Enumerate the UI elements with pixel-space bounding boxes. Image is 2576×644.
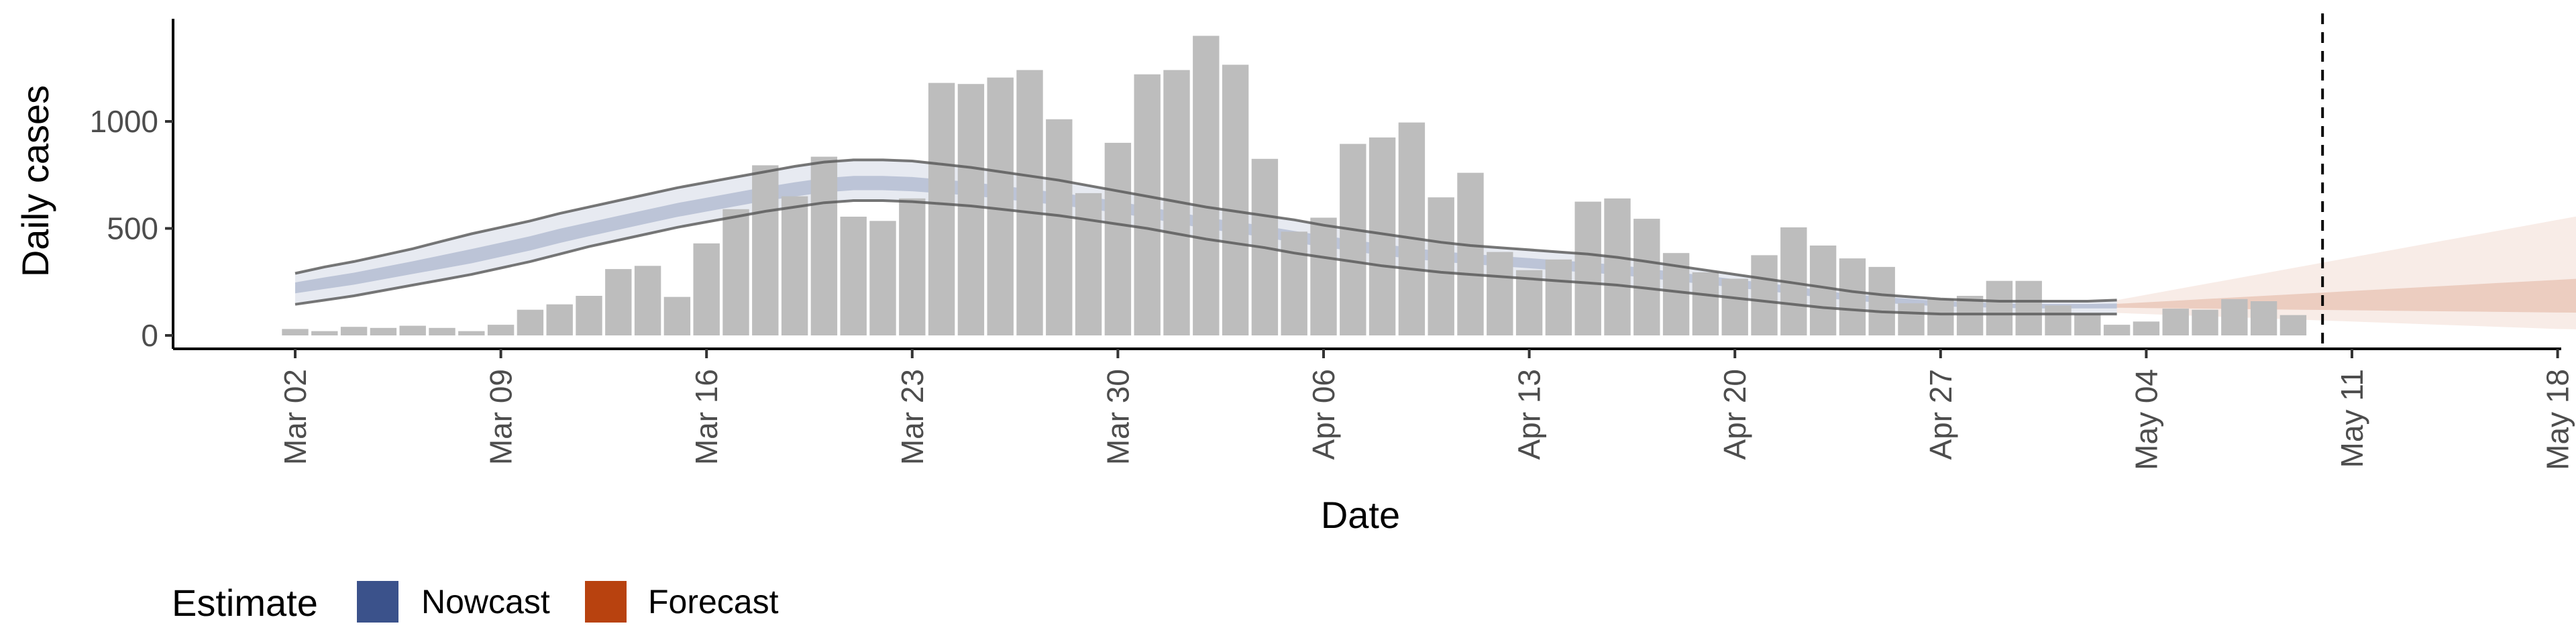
case-bar — [840, 217, 867, 335]
legend-label-forecast: Forecast — [648, 583, 779, 621]
case-bar — [1927, 299, 1954, 335]
case-bar — [781, 196, 808, 335]
case-bar — [1428, 197, 1454, 335]
nowcast-lower-line — [294, 199, 2117, 316]
case-bar — [1515, 270, 1543, 335]
case-bar — [2074, 314, 2101, 335]
case-bar — [1487, 252, 1513, 335]
case-bar — [1281, 231, 1307, 335]
case-bar — [752, 165, 779, 335]
bar-layer — [282, 36, 2307, 336]
case-bar — [2192, 309, 2218, 335]
x-tick-label: Mar 02 — [278, 369, 313, 465]
x-tick-label: Mar 09 — [484, 369, 519, 465]
x-tick-label: May 04 — [2129, 369, 2163, 470]
case-bar — [2133, 321, 2160, 335]
case-bar — [1398, 122, 1426, 335]
case-bar — [1075, 193, 1102, 335]
case-bar — [1134, 74, 1161, 336]
case-bar — [2250, 301, 2277, 335]
x-tick-label: May 11 — [2334, 369, 2369, 468]
case-bar — [340, 327, 368, 335]
case-bar — [370, 327, 397, 335]
legend-title: Estimate — [172, 582, 318, 624]
case-bar — [1046, 119, 1073, 336]
legend: Estimate Nowcast Forecast — [172, 581, 779, 624]
x-tick-label: Mar 23 — [895, 369, 930, 465]
case-bar — [1633, 219, 1660, 335]
case-bar — [899, 198, 926, 335]
case-bar — [2279, 315, 2307, 335]
x-tick-label: Apr 06 — [1306, 369, 1341, 460]
x-axis-title: Date — [1321, 494, 1400, 536]
case-bar — [487, 325, 515, 335]
case-bar — [1222, 64, 1249, 335]
case-bar — [1545, 259, 1572, 335]
case-bar — [1104, 142, 1132, 335]
line-layer — [294, 13, 2324, 349]
nowcast-upper-line — [294, 158, 2117, 303]
case-bar — [869, 221, 896, 335]
case-bar — [693, 243, 720, 335]
case-bar — [722, 209, 749, 335]
axes-layer: 0 500 1000 Mar 02 Mar 09 Mar 16 Mar 23 Mar 30 Ap… — [14, 19, 2575, 536]
case-bar — [576, 296, 602, 335]
case-bar — [282, 329, 309, 335]
case-bar — [2103, 325, 2131, 335]
case-bar — [1898, 303, 1925, 335]
case-bar — [1868, 266, 1895, 335]
case-bar — [399, 325, 426, 335]
case-bar — [2045, 305, 2072, 335]
case-bar — [546, 304, 573, 335]
case-bar — [517, 309, 544, 335]
x-tick-label: Apr 27 — [1923, 369, 1958, 460]
case-bar — [1956, 296, 1984, 335]
case-bar — [1986, 280, 2013, 335]
case-bar — [2221, 299, 2248, 335]
case-bar — [311, 331, 338, 335]
case-bar — [1721, 278, 1748, 335]
x-tick-label: Apr 20 — [1717, 369, 1752, 460]
case-bar — [810, 156, 838, 335]
nowcast-interval-50 — [295, 176, 2117, 309]
x-tick-label: May 18 — [2540, 369, 2575, 470]
case-bar — [1574, 201, 1601, 335]
y-axis-title: Daily cases — [14, 85, 56, 277]
case-bar — [1193, 36, 1220, 336]
x-tick-label: Apr 13 — [1512, 369, 1547, 460]
case-bar — [1310, 217, 1337, 335]
case-bar — [663, 297, 691, 335]
case-bar — [1809, 246, 1837, 335]
x-tick-label: Mar 30 — [1100, 369, 1135, 465]
case-bar — [1692, 272, 1719, 335]
y-tick-label: 0 — [141, 318, 158, 353]
x-tick-label: Mar 16 — [689, 369, 724, 465]
case-bar — [928, 83, 955, 335]
y-tick-label: 500 — [107, 211, 158, 246]
case-bar — [1604, 198, 1631, 335]
case-bar — [1016, 70, 1043, 336]
case-bar — [429, 327, 455, 335]
case-bar — [1839, 258, 1866, 335]
legend-swatch-forecast — [585, 581, 627, 623]
case-bar — [2162, 309, 2189, 335]
case-bar — [2015, 280, 2042, 335]
case-bar — [634, 266, 661, 335]
case-bar — [987, 77, 1014, 335]
case-bar — [1368, 137, 1396, 335]
case-bar — [1751, 255, 1778, 335]
legend-swatch-nowcast — [357, 581, 398, 623]
case-bar — [1457, 172, 1484, 335]
case-bar — [1340, 144, 1366, 335]
y-tick-label: 1000 — [90, 104, 158, 139]
case-bar — [458, 331, 485, 335]
legend-label-nowcast: Nowcast — [421, 583, 550, 621]
case-bar — [957, 84, 985, 335]
case-bar — [605, 269, 632, 335]
